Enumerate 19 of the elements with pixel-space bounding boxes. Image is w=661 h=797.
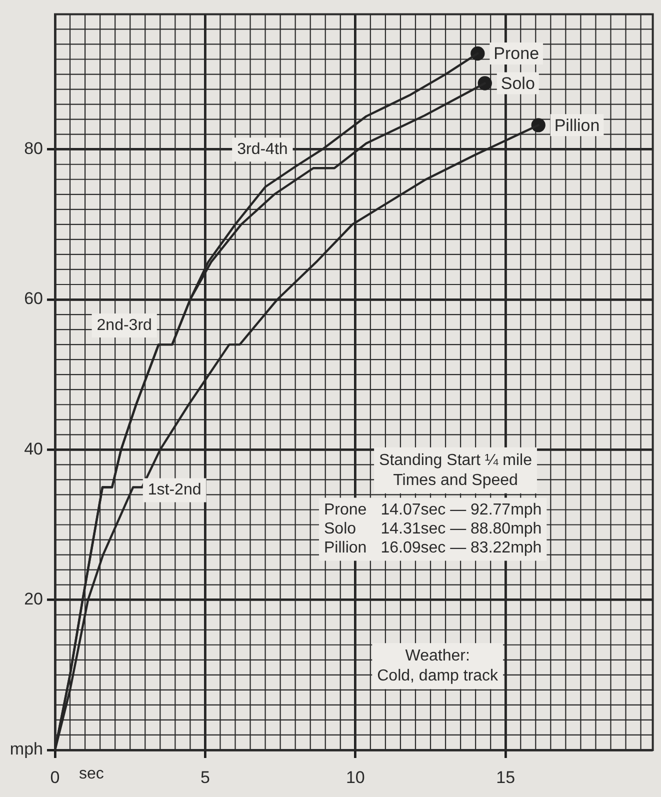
y-tick-label: 20 [24, 590, 43, 609]
series-label: Solo [500, 74, 535, 93]
series-label: Prone [494, 44, 540, 64]
y-tick-label: 40 [24, 439, 43, 458]
annotation: 2nd-3rd [96, 316, 152, 334]
y-tick-label: 80 [24, 139, 43, 158]
annotation: Standing Start ¼ mile Times and Speed [379, 452, 532, 489]
x-tick-label: 10 [346, 768, 365, 787]
x-tick-label: 15 [496, 768, 516, 787]
annotation: Weather: Cold, damp track [377, 648, 500, 685]
annotation: 3rd-4th [237, 140, 288, 158]
y-tick-label: mph [10, 740, 43, 759]
x-axis-title: sec [79, 765, 104, 782]
y-tick-label: 60 [24, 289, 43, 308]
text: Prone 14.07sec — 92.77mph Solo 14.31sec — 88.80mph Pillion 16.09sec — 83.22mph [324, 502, 542, 557]
annotation: 1st-2nd [148, 482, 202, 499]
x-tick-label: 5 [200, 768, 210, 787]
x-tick-label: 0 [50, 768, 60, 787]
series-label: Pillion [554, 116, 600, 135]
